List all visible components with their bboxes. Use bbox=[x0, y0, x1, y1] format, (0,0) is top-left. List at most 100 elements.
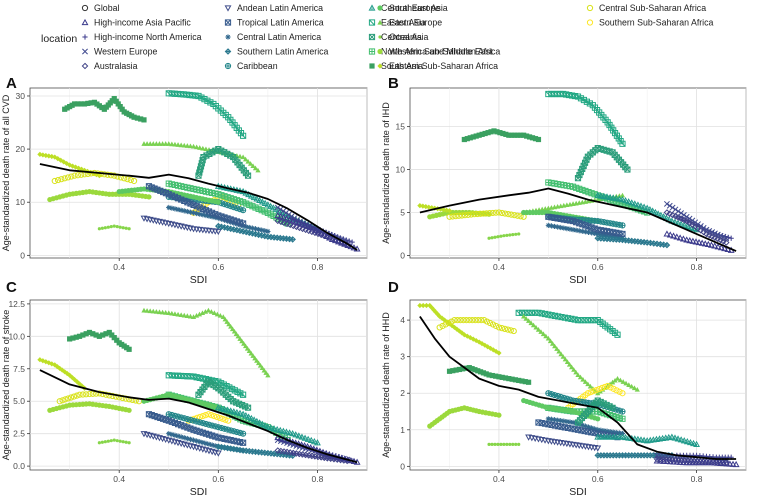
legend-item-east-asia[interactable]: East Asia bbox=[377, 18, 426, 28]
data-point bbox=[619, 222, 626, 229]
legend-item-southern-latin-america[interactable]: Southern Latin America bbox=[224, 47, 329, 57]
data-point bbox=[429, 205, 435, 211]
data-point bbox=[461, 136, 467, 143]
legend-item-global[interactable]: Global bbox=[81, 3, 119, 13]
data-point bbox=[594, 445, 602, 452]
legend-item-north-africa-and-middle-east[interactable]: North Africa and Middle East bbox=[368, 47, 493, 57]
data-point bbox=[301, 221, 309, 228]
data-point bbox=[107, 172, 115, 179]
data-point bbox=[498, 209, 506, 217]
data-point bbox=[637, 202, 645, 209]
central-latin-america-legend-key bbox=[225, 34, 231, 40]
series-southern-latin-america bbox=[594, 234, 671, 249]
data-point bbox=[595, 416, 601, 422]
data-point bbox=[211, 310, 217, 316]
data-point bbox=[496, 442, 500, 447]
y-tick-label: 7.5 bbox=[13, 364, 25, 374]
series-oceania bbox=[487, 442, 521, 447]
series-central-europe bbox=[594, 191, 701, 233]
data-point bbox=[73, 392, 80, 399]
data-point bbox=[320, 231, 328, 238]
data-point bbox=[481, 317, 488, 324]
series-east-asia bbox=[521, 313, 640, 396]
data-point bbox=[245, 190, 253, 198]
legend-item-oceania[interactable]: Oceania bbox=[378, 32, 422, 42]
data-point bbox=[113, 98, 119, 104]
data-point bbox=[517, 442, 521, 447]
legend-item-australasia[interactable]: Australasia bbox=[81, 61, 138, 71]
y-tick-label: 10 bbox=[16, 197, 26, 207]
legend-item-high-income-north-america[interactable]: High-income North America bbox=[82, 32, 202, 42]
data-point bbox=[210, 412, 218, 420]
data-point bbox=[172, 141, 178, 147]
data-point bbox=[517, 213, 524, 220]
y-axis-title: Age-standardized death rate of all CVD bbox=[1, 94, 11, 251]
series-tropical-latin-america bbox=[145, 411, 247, 446]
data-point bbox=[349, 239, 355, 245]
data-point bbox=[607, 429, 613, 435]
legend-item-central-sub-saharan-africa[interactable]: Central Sub-Saharan Africa bbox=[586, 3, 706, 13]
data-point bbox=[571, 316, 578, 323]
data-point bbox=[555, 417, 561, 423]
data-point bbox=[250, 163, 256, 168]
data-point bbox=[178, 312, 184, 318]
y-tick-label: 4 bbox=[400, 315, 405, 325]
data-point bbox=[517, 232, 521, 236]
data-point bbox=[86, 390, 93, 398]
legend-item-western-europe[interactable]: Western Europe bbox=[82, 47, 158, 57]
data-point bbox=[240, 220, 247, 227]
data-point bbox=[631, 200, 639, 207]
data-point bbox=[625, 198, 633, 205]
legend-item-southeast-asia[interactable]: Southeast Asia bbox=[377, 3, 448, 13]
data-point bbox=[112, 224, 116, 228]
data-point bbox=[166, 431, 172, 437]
data-point bbox=[590, 388, 597, 395]
data-point bbox=[292, 218, 300, 225]
legend-item-central-europe[interactable]: Central Europe bbox=[368, 3, 440, 13]
legend-item-andean-latin-america[interactable]: Andean Latin America bbox=[224, 3, 323, 13]
legend: location Global High-income Asia Pacific Hi… bbox=[41, 3, 714, 71]
data-point bbox=[492, 322, 500, 330]
legend-item-southern-sub-saharan-africa[interactable]: Southern Sub-Saharan Africa bbox=[586, 18, 714, 28]
legend-item-central-latin-america[interactable]: Central Latin America bbox=[225, 32, 321, 42]
data-point bbox=[106, 439, 110, 443]
data-point bbox=[276, 426, 284, 433]
data-point bbox=[99, 390, 106, 398]
legend-item-south-asia[interactable]: South Asia bbox=[369, 61, 423, 71]
data-point bbox=[255, 226, 262, 233]
data-point bbox=[169, 141, 175, 147]
data-point bbox=[250, 193, 258, 201]
data-point bbox=[500, 130, 506, 137]
data-point bbox=[478, 317, 485, 324]
data-point bbox=[564, 418, 570, 425]
data-point bbox=[592, 426, 598, 432]
data-point bbox=[720, 459, 728, 467]
data-point bbox=[237, 153, 243, 159]
data-point bbox=[622, 197, 630, 204]
data-layer bbox=[37, 307, 361, 465]
legend-item-eastern-europe[interactable]: Eastern Europe bbox=[368, 18, 442, 28]
data-point bbox=[265, 372, 271, 378]
data-point bbox=[469, 317, 476, 324]
data-point bbox=[597, 192, 605, 199]
legend-item-high-income-asia-pacific[interactable]: High-income Asia Pacific bbox=[81, 18, 191, 28]
data-point bbox=[628, 199, 636, 206]
legend-item-central-asia[interactable]: Central Asia bbox=[368, 32, 429, 42]
legend-item-eastern-sub-saharan-africa[interactable]: Eastern Sub-Saharan Africa bbox=[377, 61, 498, 71]
data-point bbox=[494, 129, 500, 135]
data-point bbox=[328, 235, 336, 242]
data-point bbox=[680, 437, 688, 444]
data-point bbox=[216, 414, 223, 422]
data-point bbox=[247, 192, 255, 199]
data-point bbox=[283, 215, 291, 222]
y-tick-label: 0 bbox=[20, 250, 25, 260]
series-central-sub-saharan-africa bbox=[51, 169, 138, 185]
legend-item-western-sub-saharan-africa[interactable]: Western Sub-Saharan Africa bbox=[377, 47, 500, 57]
legend-item-caribbean[interactable]: Caribbean bbox=[224, 61, 278, 71]
data-point bbox=[423, 302, 430, 309]
data-point bbox=[561, 225, 567, 231]
legend-item-tropical-latin-america[interactable]: Tropical Latin America bbox=[224, 18, 324, 28]
x-axis-title: SDI bbox=[569, 486, 587, 498]
legend-label: Central Asia bbox=[381, 32, 429, 42]
data-point bbox=[74, 172, 82, 179]
